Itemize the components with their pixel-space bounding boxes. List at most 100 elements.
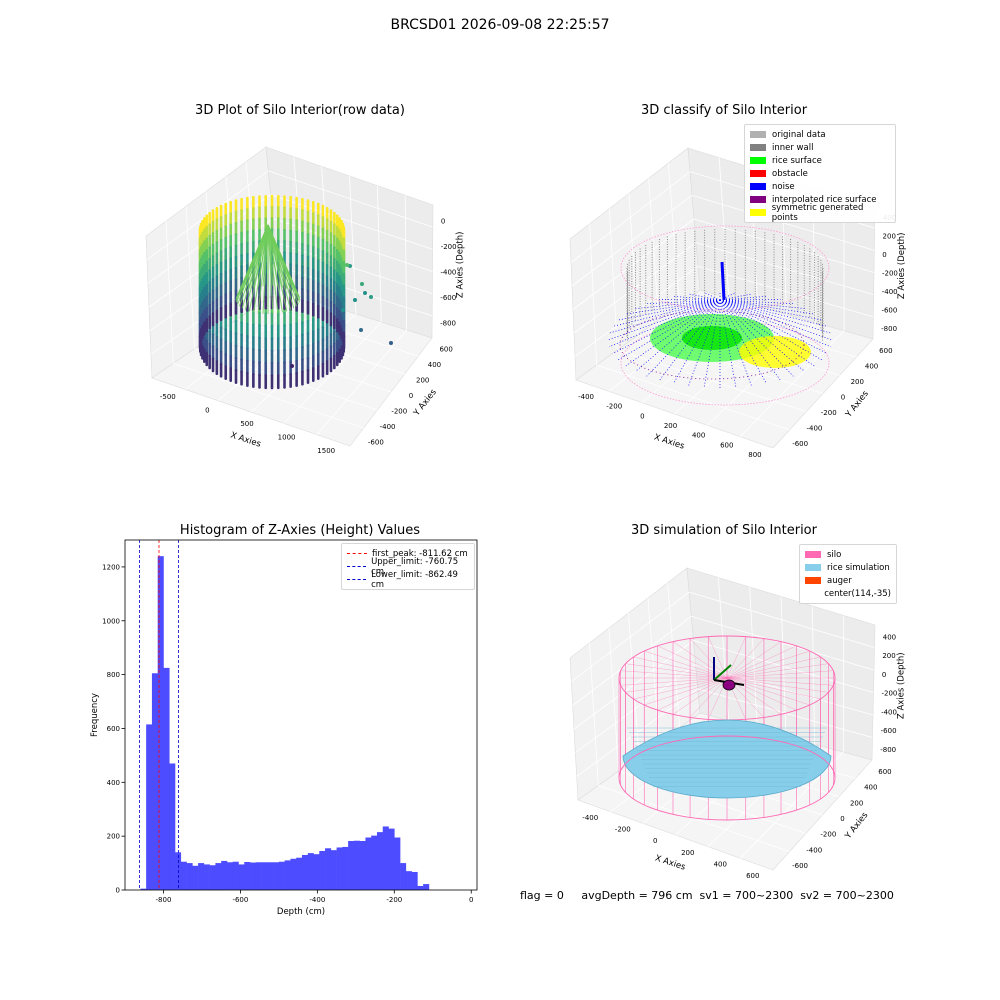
legend-swatch — [750, 157, 766, 164]
histogram-bar — [146, 724, 153, 890]
noise-points — [719, 299, 831, 348]
legend-swatch — [805, 577, 821, 584]
noise-points — [673, 299, 721, 384]
y-tick-label: 600 — [878, 768, 891, 776]
silo-spoke-line — [633, 656, 728, 679]
data-point — [369, 295, 373, 299]
data-point — [341, 308, 345, 312]
histogram-bar — [359, 841, 366, 890]
data-point-cone — [267, 224, 301, 299]
legend-label: noise — [772, 181, 795, 192]
data-point-cone — [267, 224, 279, 287]
noise-points — [646, 299, 721, 305]
raw-3d-plot: -5000500100015006004002000-200-400-6000-… — [145, 146, 466, 455]
x-tick-label: 1500 — [317, 447, 335, 455]
z-tick-label: -200 — [441, 243, 457, 251]
legend-swatch — [750, 209, 766, 216]
z-tick-label: 0 — [882, 671, 886, 679]
histogram-bar — [325, 848, 332, 890]
figure-title: BRCSD01 2026-09-08 22:25:57 — [390, 17, 610, 33]
data-point — [290, 364, 294, 368]
histogram-bar — [226, 862, 234, 890]
legend-label: rice simulation — [827, 562, 890, 573]
plot-frame — [124, 539, 478, 891]
histogram-legend-item: first_peak: -811.62 cm — [347, 547, 469, 560]
histogram-bar — [261, 862, 268, 890]
legend-dash — [347, 553, 367, 554]
grid-line — [574, 266, 699, 357]
histogram-bar — [267, 862, 274, 890]
legend-swatch — [750, 183, 766, 190]
z-axis-label: Z Axies (Depth) — [456, 232, 466, 299]
simulation-legend: silo rice simulation auger center(114,-35) — [799, 544, 897, 604]
histogram-bar — [186, 863, 193, 890]
x-tick-label: 500 — [240, 420, 253, 428]
histogram-bar — [348, 841, 355, 890]
histogram-bar — [405, 871, 412, 890]
noise-points — [609, 299, 721, 348]
legend-label: rice surface — [772, 155, 822, 166]
silo-spoke-line — [726, 670, 834, 679]
silo-spoke-line — [726, 677, 810, 706]
y-tick-label: 400 — [865, 362, 878, 370]
simulation-3d-plot: -400-20002004006006004002000-200-400-600… — [569, 567, 907, 880]
y-tick-label: 0 — [841, 394, 845, 402]
classify-plot-title: 3D classify of Silo Interior — [640, 103, 808, 118]
y-tick-label: -200 — [391, 407, 407, 415]
histogram-bar — [376, 832, 384, 890]
auger-axis-y — [713, 664, 732, 681]
silo-spoke-line — [633, 677, 728, 700]
x-tick-label: -800 — [156, 896, 172, 904]
silo-spoke-line — [625, 663, 728, 679]
y-tick-label: 0 — [116, 887, 120, 895]
noise-points — [719, 299, 805, 372]
noise-points — [625, 299, 721, 315]
histogram-bar — [417, 885, 424, 890]
noise-points — [719, 299, 828, 327]
silo-spoke-line — [620, 677, 728, 686]
grid-line — [697, 265, 874, 318]
noise-points — [719, 299, 833, 341]
x-tick-label: 0 — [469, 896, 473, 904]
legend-label: symmetric generated points — [771, 202, 864, 223]
histogram-bar — [371, 835, 378, 890]
x-tick-label: 400 — [692, 432, 705, 440]
legend-swatch — [805, 551, 821, 558]
silo-spoke-line — [657, 677, 728, 711]
histogram-bar — [244, 862, 251, 890]
z-tick-label: 200 — [883, 233, 896, 241]
z-tick-label: 200 — [882, 652, 895, 660]
histogram-bar — [273, 862, 280, 890]
silo-bottom-ring — [618, 735, 836, 821]
data-point-cone — [257, 224, 269, 287]
noise-points — [635, 299, 721, 372]
histogram-bar — [157, 556, 164, 890]
data-point — [353, 298, 357, 302]
x-tick-label: 400 — [714, 861, 727, 869]
x-tick-label: -200 — [615, 826, 631, 834]
silo-spoke-line — [620, 670, 728, 679]
x-tick-label: 600 — [720, 441, 733, 449]
legend-swatch — [750, 196, 766, 203]
y-tick-label: 1200 — [102, 563, 120, 571]
histogram-bar — [353, 840, 360, 890]
y-tick-label: -600 — [368, 438, 384, 446]
grid-line — [150, 265, 278, 355]
histogram-plot: -800 -600 -400 -200 0 0 200 400 600 800 1000 1200 De… — [90, 539, 478, 917]
classify-legend-item: symmetric generated points — [750, 203, 890, 223]
silo-spoke-line — [726, 663, 829, 679]
legend-label: inner wall — [772, 142, 814, 153]
histogram-bar — [255, 862, 262, 890]
histogram-bar — [365, 837, 372, 890]
histogram-bar — [423, 884, 430, 890]
x-tick-label: -200 — [606, 403, 622, 411]
histogram-bar — [342, 846, 349, 890]
noise-points — [719, 299, 831, 334]
silo-spoke-line — [726, 636, 746, 679]
auger-marker — [722, 679, 736, 691]
noise-points — [612, 299, 721, 327]
histogram-legend-item: Upper_limit: -760.75 cm — [347, 557, 469, 577]
legend-label: original data — [772, 129, 826, 140]
simulation-legend-item: silo — [805, 548, 891, 561]
silo-spoke-line — [726, 638, 765, 679]
